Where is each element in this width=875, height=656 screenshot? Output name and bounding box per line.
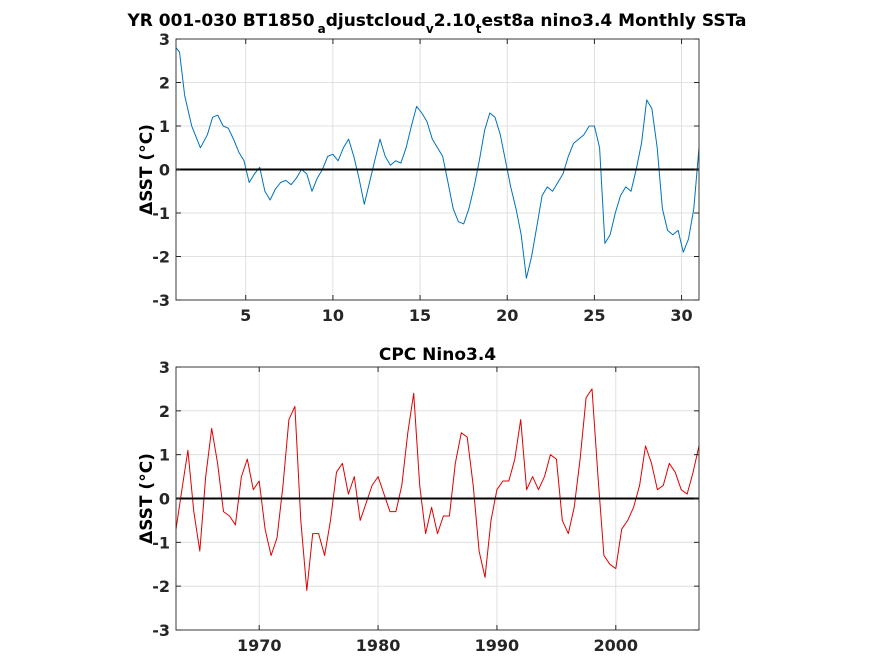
x-tick-label: 25 (583, 306, 605, 325)
y-tick-label: -2 (152, 577, 170, 596)
title-subscript-v: v (426, 22, 434, 36)
y-tick-label: -1 (152, 533, 170, 552)
title-part-rest: est8a nino3.4 Monthly SSTa (481, 11, 746, 31)
y-tick-label: 0 (159, 161, 170, 180)
chart-title: CPC Nino3.4 (379, 345, 496, 365)
y-axis-label: ΔSST (°C) (137, 453, 157, 544)
y-tick-label: -3 (152, 621, 170, 640)
title-part-version: 2.10 (434, 11, 476, 31)
y-axis-label: ΔSST (°C) (137, 124, 157, 215)
x-tick-label: 15 (409, 306, 431, 325)
title-part-djustcloud: djustcloud (326, 11, 426, 31)
x-tick-label: 2000 (594, 636, 639, 655)
panel-model-sst: 5 10 15 20 25 30 -3 -2 -1 0 1 2 3 ΔSST (°C) (137, 30, 700, 325)
x-tick-label: 1990 (475, 636, 520, 655)
title-subscript-a: a (318, 22, 326, 36)
title-subscript-t: t (476, 22, 482, 36)
title-part-main: YR 001-030 BT1850 (126, 11, 314, 31)
y-tick-label: 3 (159, 30, 170, 49)
y-tick-label: 2 (159, 402, 170, 421)
y-tick-label: 0 (159, 490, 170, 509)
x-tick-label: 5 (240, 306, 251, 325)
x-tick-label: 1980 (356, 636, 401, 655)
x-tick-label: 1970 (237, 636, 282, 655)
x-tick-label: 30 (670, 306, 692, 325)
y-tick-label: 1 (159, 446, 170, 465)
y-tick-label: -2 (152, 248, 170, 267)
series-line (175, 388, 700, 591)
y-tick-label: 1 (159, 117, 170, 136)
series-line (175, 47, 700, 279)
x-tick-label: 10 (322, 306, 344, 325)
y-tick-label: 2 (159, 74, 170, 93)
y-tick-label: -1 (152, 204, 170, 223)
x-tick-label: 20 (496, 306, 518, 325)
y-tick-label: 3 (159, 358, 170, 377)
figure-title: YR 001-030 BT1850 adjustcloudv2.10test8a … (126, 11, 746, 36)
y-tick-label: -3 (152, 291, 170, 310)
panel-cpc-nino34: 1970 1980 1990 2000 -3 -2 -1 0 1 2 3 ΔSST (°C) CPC N… (137, 345, 700, 655)
